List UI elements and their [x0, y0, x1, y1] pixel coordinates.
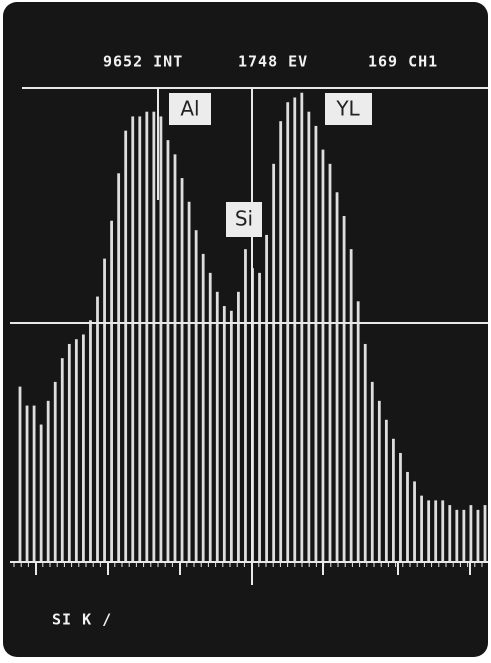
status-int: 9652 INT — [103, 53, 183, 71]
bar — [53, 381, 57, 562]
bar — [96, 296, 99, 562]
bar — [229, 310, 233, 562]
bar — [194, 230, 198, 562]
axis-ticks — [13, 562, 483, 575]
bar — [117, 173, 121, 562]
bar — [462, 509, 466, 562]
bar — [476, 509, 480, 562]
bar — [131, 116, 135, 562]
bar — [363, 343, 367, 562]
bar — [60, 358, 64, 562]
bar — [187, 201, 191, 562]
bar — [215, 291, 219, 562]
bar — [321, 149, 325, 562]
bar — [32, 405, 36, 562]
bar — [483, 505, 487, 562]
bar — [279, 121, 283, 563]
bar — [335, 192, 339, 562]
bar — [159, 116, 163, 562]
bar — [201, 253, 205, 562]
bar — [441, 500, 445, 562]
bar — [39, 424, 43, 562]
yl-tag: YL — [335, 97, 360, 121]
bar — [124, 130, 128, 562]
bar — [67, 343, 71, 562]
bar — [392, 438, 395, 562]
bar — [377, 400, 381, 562]
bar — [18, 386, 22, 562]
bar — [244, 249, 247, 562]
bar — [420, 495, 423, 562]
bar — [455, 509, 459, 562]
bar — [25, 405, 29, 562]
bar — [152, 111, 156, 562]
bar — [384, 419, 388, 562]
bar — [314, 125, 318, 563]
bar — [180, 178, 184, 562]
al-tag-box — [169, 93, 211, 125]
bar — [237, 291, 240, 562]
yl-tag-box — [325, 93, 372, 125]
footer-label: SI K / — [52, 611, 112, 629]
bar — [272, 163, 276, 562]
al-tag: Al — [180, 97, 199, 121]
si-tag: Si — [235, 207, 253, 231]
bar — [448, 505, 452, 562]
bar — [208, 272, 212, 562]
bar — [265, 234, 268, 562]
bar — [166, 140, 170, 562]
status-ev: 1748 EV — [238, 53, 308, 71]
bar — [82, 334, 85, 562]
bar — [145, 111, 149, 562]
bars — [18, 92, 487, 563]
bar — [300, 92, 304, 563]
bar — [307, 111, 311, 562]
bar — [328, 163, 332, 562]
bar — [342, 215, 346, 563]
si-tag-box — [226, 202, 262, 237]
bar — [173, 154, 177, 563]
bar — [293, 97, 297, 562]
bar — [46, 400, 50, 562]
bar — [138, 116, 142, 562]
bar — [258, 272, 261, 562]
bar — [74, 339, 78, 562]
bar — [222, 306, 226, 562]
bar — [370, 381, 374, 562]
bar — [110, 220, 113, 562]
bar — [356, 301, 360, 562]
bar — [103, 258, 106, 562]
status-channel: 169 CH1 — [368, 53, 438, 71]
bar — [89, 320, 92, 562]
bar — [413, 481, 416, 562]
bar — [286, 102, 290, 562]
bar — [427, 500, 431, 562]
bar — [399, 452, 402, 562]
bar — [434, 500, 438, 562]
bar — [406, 471, 409, 562]
bar — [349, 249, 353, 562]
bar — [469, 505, 473, 562]
